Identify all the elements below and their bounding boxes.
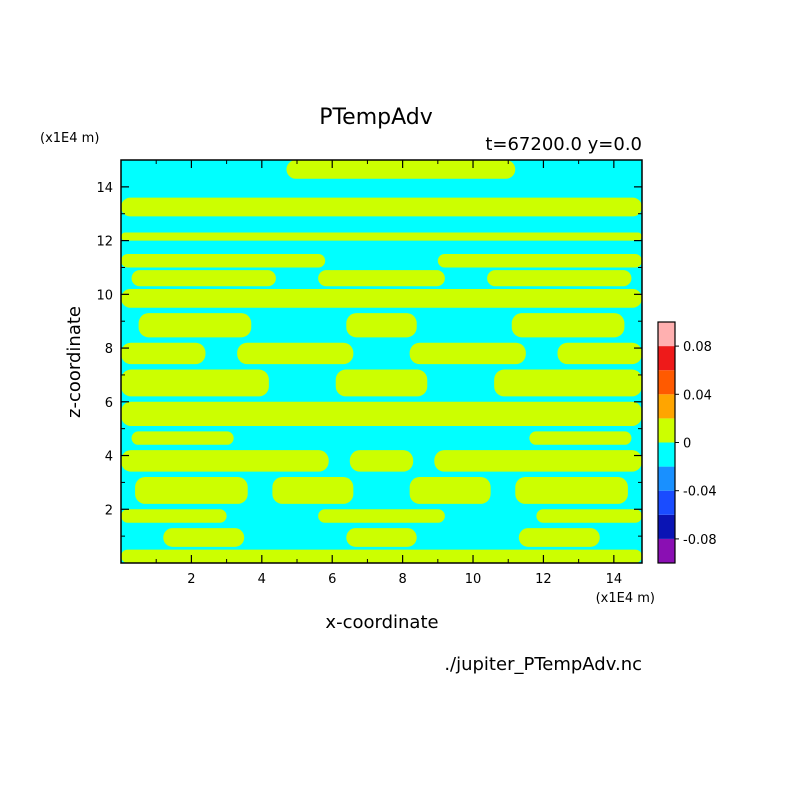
positive-region: [494, 369, 642, 397]
y-axis-title: z-coordinate: [64, 306, 85, 418]
x-axis-title: x-coordinate: [325, 612, 438, 633]
positive-region: [346, 313, 417, 338]
x-tick-label: 2: [187, 572, 195, 587]
positive-region: [121, 288, 642, 308]
y-unit-label: (x1E4 m): [40, 131, 99, 146]
colorbar-tick-label: -0.08: [683, 533, 717, 548]
positive-region: [135, 477, 248, 504]
positive-region: [409, 477, 491, 504]
positive-region: [318, 270, 445, 287]
positive-region: [121, 450, 329, 472]
positive-region: [318, 509, 445, 523]
y-tick-label: 12: [96, 235, 113, 250]
x-tick-label: 4: [258, 572, 266, 587]
chart-title: PTempAdv: [319, 105, 433, 130]
positive-region: [131, 431, 234, 445]
colorbar-swatch: [658, 322, 675, 347]
positive-region: [121, 342, 206, 365]
plot-axes-layer: 2 4 6 8 10 12 14 2 4 6 8 10 12 14: [96, 159, 643, 587]
x-tick-label: 14: [606, 572, 623, 587]
positive-region: [434, 450, 642, 472]
positive-region: [349, 450, 414, 472]
positive-region: [286, 160, 516, 179]
positive-region: [487, 270, 632, 287]
colorbar-swatch: [658, 442, 675, 467]
x-tick-label: 8: [398, 572, 406, 587]
positive-region: [131, 270, 276, 287]
positive-region: [121, 254, 326, 268]
y-tick-label: 10: [96, 288, 113, 303]
positive-region: [121, 369, 269, 397]
y-tick-label: 4: [105, 450, 113, 465]
positive-region: [121, 549, 642, 563]
positive-region: [557, 342, 642, 365]
y-tick-label: 6: [105, 396, 113, 411]
positive-region: [163, 528, 245, 547]
positive-region: [237, 342, 354, 365]
y-tick-label: 14: [96, 181, 113, 196]
y-tick-label: 2: [105, 503, 113, 518]
colorbar-swatch: [658, 490, 675, 515]
positive-region: [121, 232, 642, 241]
positive-region: [346, 528, 417, 547]
x-tick-label: 6: [328, 572, 336, 587]
colorbar-tick-label: 0.08: [683, 340, 712, 355]
positive-region: [409, 342, 526, 365]
positive-region: [121, 401, 642, 426]
positive-region: [518, 528, 600, 547]
chart-subtitle: t=67200.0 y=0.0: [485, 134, 642, 155]
colorbar-swatch: [658, 418, 675, 443]
colorbar: -0.08 -0.04 0 0.04 0.08: [657, 321, 717, 564]
colorbar-swatch: [658, 370, 675, 395]
plot-fill-layer: [121, 160, 642, 563]
plot-frame: [120, 159, 643, 564]
positive-region: [121, 509, 227, 523]
colorbar-tick-label: 0: [683, 437, 691, 452]
x-tick-label: 10: [465, 572, 482, 587]
colorbar-tick-label: -0.04: [683, 485, 717, 500]
colorbar-swatch: [658, 346, 675, 371]
source-file-label: ./jupiter_PTempAdv.nc: [444, 654, 642, 675]
positive-region: [335, 369, 428, 397]
positive-region: [272, 477, 354, 504]
colorbar-swatch: [658, 466, 675, 491]
x-tick-label: 12: [535, 572, 552, 587]
colorbar-swatch: [658, 514, 675, 539]
positive-region: [121, 197, 642, 217]
positive-region: [138, 313, 252, 338]
positive-region: [536, 509, 642, 523]
colorbar-swatch: [658, 394, 675, 419]
colorbar-swatch: [658, 538, 675, 563]
x-unit-label: (x1E4 m): [596, 591, 655, 606]
positive-region: [511, 313, 625, 338]
colorbar-tick-label: 0.04: [683, 388, 712, 403]
y-tick-label: 8: [105, 342, 113, 357]
positive-region: [515, 477, 628, 504]
positive-region: [529, 431, 632, 445]
positive-region: [437, 254, 642, 268]
